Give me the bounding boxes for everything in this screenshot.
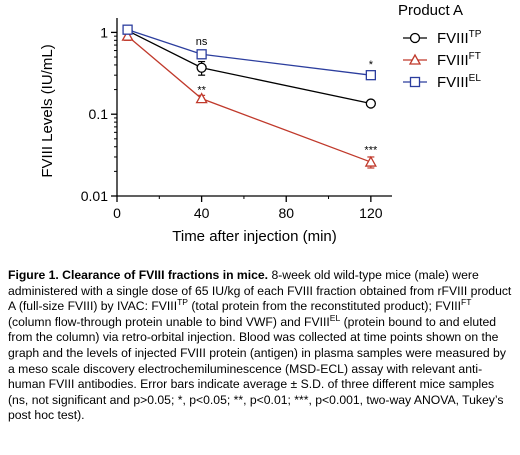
legend-entry-name: FVIII	[437, 74, 469, 91]
series-line-ft	[127, 35, 372, 163]
chart-marks: ns******	[121, 24, 378, 169]
data-point-el	[365, 70, 376, 81]
legend-title: Product A	[398, 2, 463, 19]
clearance-chart: 0.01 0.1 1 0 40 80 120 Time after injection (mi…	[39, 2, 482, 245]
significance-label: ***	[364, 145, 378, 157]
caption-text-4: (protein bound to and eluted from the co…	[8, 314, 506, 423]
legend-entry-sup: FT	[469, 51, 481, 62]
data-point-tp	[365, 98, 376, 109]
legend-marker-ft	[408, 53, 422, 65]
legend-entry-sup: TP	[469, 29, 482, 40]
significance-label: *	[369, 59, 374, 71]
y-tick-label: 0.1	[89, 106, 109, 122]
caption-sup-ft: FT	[460, 297, 472, 308]
caption-title: Figure 1. Clearance of FVIII fractions i…	[8, 268, 269, 282]
x-tick-label: 0	[113, 205, 121, 221]
x-axis-label: Time after injection (min)	[172, 228, 337, 245]
data-point-ft	[195, 92, 208, 104]
x-tick-label: 40	[194, 205, 210, 221]
legend-marker-el	[409, 76, 421, 88]
legend-entry-name: FVIII	[437, 30, 469, 47]
significance-label: ns	[196, 36, 208, 48]
legend-entry-ft: FVIIIFT	[437, 51, 481, 69]
chart-axes: 0.01 0.1 1 0 40 80 120 Time after injection (mi…	[39, 18, 392, 245]
y-axis-label: FVIII Levels (IU/mL)	[39, 44, 56, 177]
caption-sup-el: EL	[329, 312, 341, 323]
data-point-el	[122, 24, 133, 35]
legend-entry-el: FVIIIEL	[437, 73, 481, 91]
y-tick-label: 1	[100, 24, 108, 40]
caption-text-1: 8-week old wild-type mice (male) were ad…	[8, 268, 512, 314]
data-point-ft	[364, 155, 377, 167]
legend-marker-tp	[409, 32, 421, 44]
y-tick-label: 0.01	[81, 188, 108, 204]
caption-text-3: (column flow-through protein unable to b…	[8, 314, 330, 329]
x-tick-label: 80	[278, 205, 294, 221]
caption-sup-tp: TP	[177, 297, 188, 308]
data-point-ft	[121, 29, 134, 41]
legend-entry-sup: EL	[469, 73, 482, 84]
data-point-tp	[196, 62, 207, 73]
legend-entry-tp: FVIIITP	[437, 29, 482, 47]
series-line-el	[127, 29, 371, 76]
x-tick-label: 120	[359, 205, 383, 221]
data-point-el	[196, 49, 207, 60]
significance-label: **	[197, 85, 206, 97]
legend-entry-name: FVIII	[437, 52, 469, 69]
caption-text-2: (total protein from the reconstituted pr…	[187, 299, 461, 314]
figure-caption: Figure 1. Clearance of FVIII fractions i…	[8, 268, 514, 424]
